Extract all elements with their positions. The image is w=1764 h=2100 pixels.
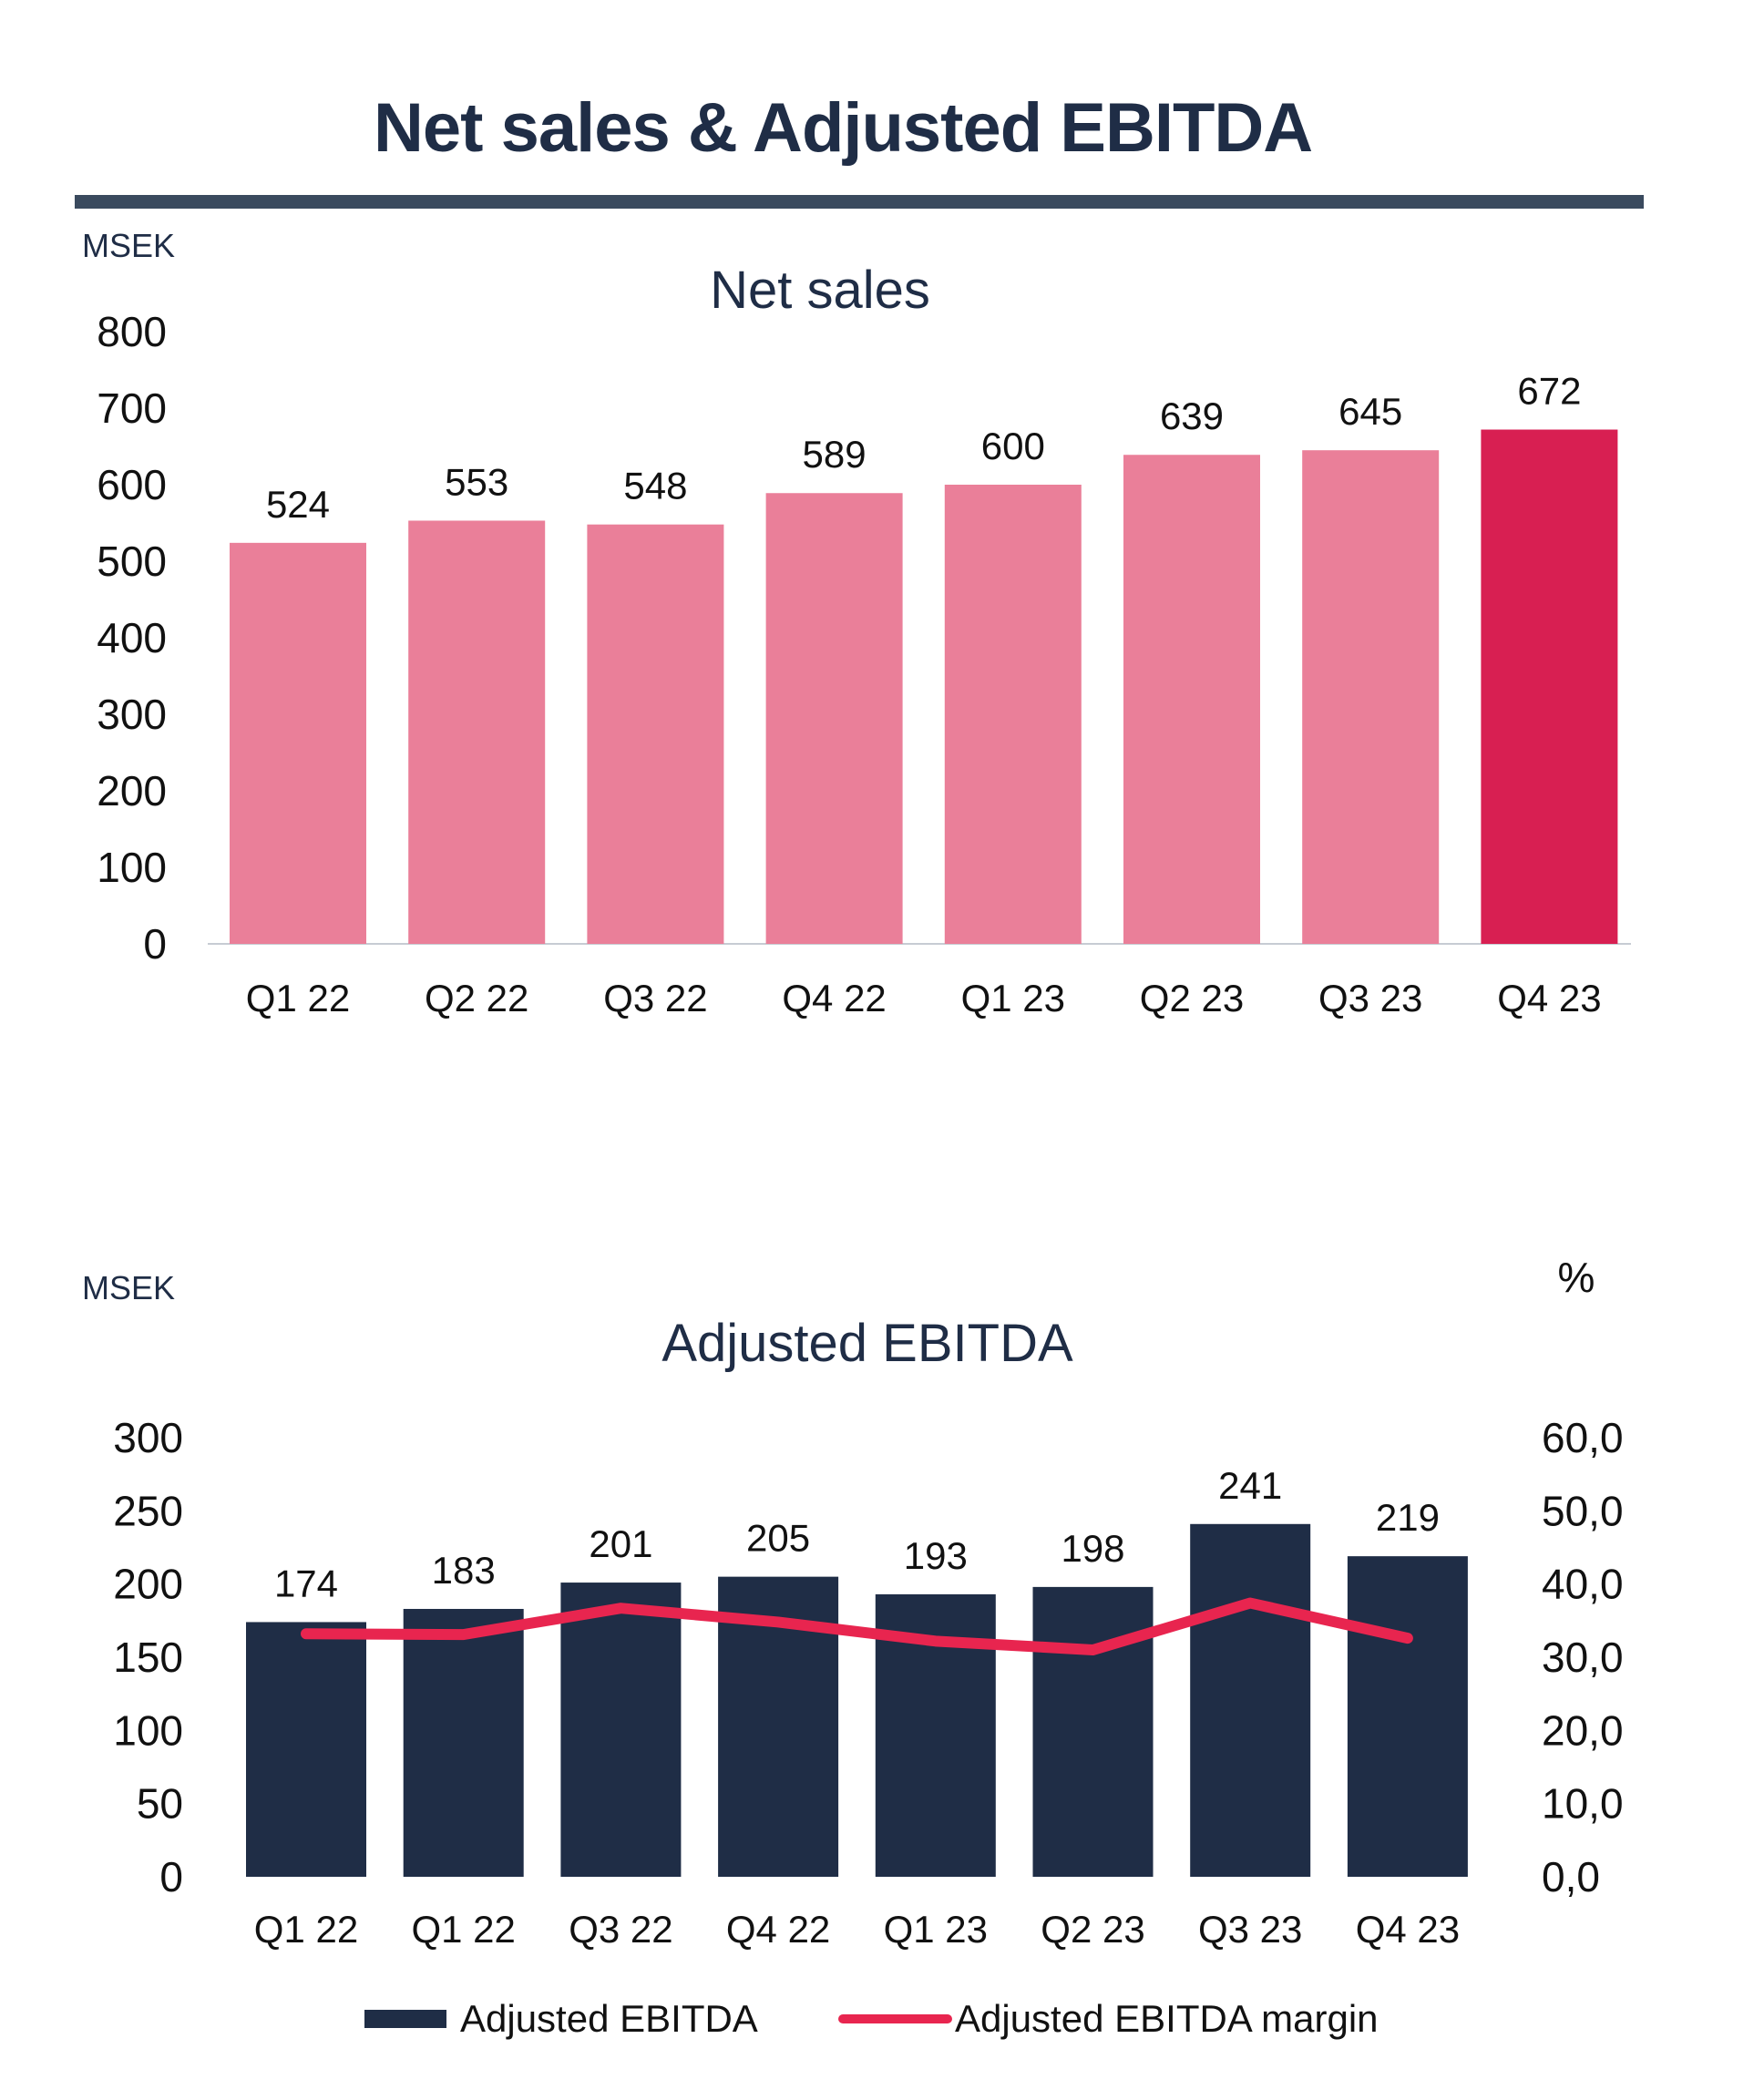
ebitda-bar: [403, 1608, 524, 1877]
ebitda-x-tick: Q2 23: [1041, 1908, 1144, 1951]
ebitda-value-label: 219: [1376, 1496, 1440, 1539]
ebitda-value-label: 241: [1218, 1464, 1282, 1507]
ebitda-value-label: 183: [432, 1549, 496, 1592]
ebitda-bar: [560, 1583, 682, 1877]
net-sales-y-tick: 500: [97, 538, 167, 585]
ebitda-y2-tick: 60,0: [1542, 1414, 1624, 1461]
net-sales-unit-label: MSEK: [82, 227, 175, 264]
ebitda-value-label: 198: [1061, 1527, 1124, 1570]
net-sales-y-tick: 400: [97, 614, 167, 661]
net-sales-x-tick: Q1 22: [246, 977, 350, 1019]
net-sales-x-tick: Q1 23: [961, 977, 1065, 1019]
ebitda-y2-tick: 30,0: [1542, 1634, 1624, 1681]
legend-label-margin: Adjusted EBITDA margin: [955, 1997, 1379, 2040]
net-sales-bar: [408, 520, 546, 944]
net-sales-y-tick: 700: [97, 384, 167, 432]
ebitda-bar: [246, 1622, 366, 1877]
ebitda-y2-tick: 10,0: [1542, 1780, 1624, 1828]
chart-title: Net sales & Adjusted EBITDA: [374, 89, 1313, 167]
net-sales-bar: [1302, 450, 1440, 944]
ebitda-y-tick: 0: [159, 1853, 183, 1900]
ebitda-x-tick: Q3 23: [1198, 1908, 1302, 1951]
ebitda-x-tick: Q4 22: [726, 1908, 830, 1951]
legend-swatch-ebitda: [364, 2010, 446, 2028]
ebitda-y-tick: 100: [113, 1706, 183, 1754]
ebitda-title: Adjusted EBITDA: [662, 1314, 1073, 1373]
net-sales-x-tick: Q4 23: [1497, 977, 1601, 1019]
net-sales-y-tick: 800: [97, 308, 167, 355]
net-sales-title: Net sales: [710, 261, 930, 320]
ebitda-bar: [1347, 1556, 1468, 1877]
net-sales-y-tick: 0: [143, 920, 167, 968]
ebitda-y2-tick: 0,0: [1542, 1853, 1600, 1900]
ebitda-x-tick: Q1 23: [884, 1908, 988, 1951]
net-sales-x-tick: Q2 22: [425, 977, 528, 1019]
net-sales-x-tick: Q3 23: [1318, 977, 1422, 1019]
net-sales-bar: [944, 485, 1082, 944]
ebitda-y-tick: 250: [113, 1487, 183, 1534]
net-sales-bar: [230, 542, 366, 944]
net-sales-bar: [1123, 455, 1260, 944]
ebitda-x-tick: Q1 22: [254, 1908, 358, 1951]
legend-label-ebitda: Adjusted EBITDA: [460, 1997, 758, 2040]
net-sales-x-tick: Q3 22: [603, 977, 707, 1019]
ebitda-value-label: 174: [274, 1562, 338, 1604]
net-sales-value-label: 524: [266, 483, 330, 526]
ebitda-y-tick: 200: [113, 1561, 183, 1608]
ebitda-margin-line: [301, 1597, 1413, 1655]
net-sales-x-tick: Q4 22: [782, 977, 886, 1019]
ebitda-bar: [1190, 1523, 1311, 1877]
ebitda-value-label: 201: [589, 1522, 652, 1565]
net-sales-bar: [765, 493, 903, 944]
ebitda-bar: [1032, 1586, 1154, 1877]
net-sales-x-tick: Q2 23: [1140, 977, 1244, 1019]
ebitda-unit-label: MSEK: [82, 1269, 175, 1306]
ebitda-y2-tick: 50,0: [1542, 1487, 1624, 1534]
net-sales-bar: [587, 524, 724, 944]
title-divider: [75, 195, 1644, 209]
ebitda-x-tick: Q1 22: [411, 1908, 515, 1951]
net-sales-value-label: 589: [803, 433, 867, 476]
net-sales-bar: [1481, 429, 1618, 944]
net-sales-y-tick: 600: [97, 461, 167, 508]
ebitda-x-tick: Q3 22: [569, 1908, 672, 1951]
ebitda-x-tick: Q4 23: [1356, 1908, 1460, 1951]
net-sales-y-tick: 200: [97, 767, 167, 814]
net-sales-value-label: 600: [981, 425, 1045, 467]
net-sales-value-label: 645: [1338, 390, 1402, 433]
ebitda-y2-tick: 20,0: [1542, 1706, 1624, 1754]
net-sales-value-label: 553: [445, 460, 508, 503]
ebitda-y-tick: 150: [113, 1634, 183, 1681]
ebitda-y2-tick: 40,0: [1542, 1561, 1624, 1608]
net-sales-value-label: 672: [1517, 370, 1581, 413]
net-sales-y-tick: 100: [97, 844, 167, 891]
net-sales-value-label: 639: [1160, 394, 1224, 437]
ebitda-y-tick: 300: [113, 1414, 183, 1461]
ebitda-percent-unit-label: %: [1558, 1254, 1595, 1301]
ebitda-value-label: 205: [746, 1517, 810, 1560]
ebitda-y-tick: 50: [137, 1780, 183, 1828]
net-sales-y-tick: 300: [97, 691, 167, 738]
ebitda-value-label: 193: [904, 1534, 968, 1577]
net-sales-value-label: 548: [623, 465, 687, 507]
